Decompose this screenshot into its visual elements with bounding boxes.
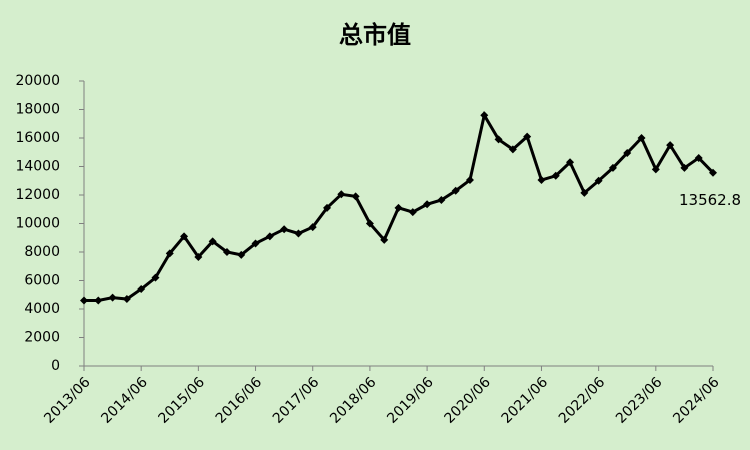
point [251,239,260,248]
point [465,176,474,185]
y-tick-label: 4000 [24,301,60,317]
point [394,203,403,212]
y-tick-label: 18000 [15,102,60,118]
point [694,153,703,162]
y-tick-label: 0 [51,358,60,374]
point [566,158,575,167]
point [623,148,632,157]
point [294,229,303,238]
point [137,285,146,294]
point [237,250,246,259]
point [451,186,460,195]
point [437,195,446,204]
point [94,296,103,305]
y-tick-label: 14000 [15,159,60,175]
point [308,223,317,232]
point [408,208,417,217]
point [180,232,189,241]
point [323,203,332,212]
point [508,145,517,154]
point [709,168,717,177]
point [680,163,689,172]
point [651,165,660,174]
point [480,111,489,120]
point [280,225,289,234]
point [594,176,603,185]
point [151,273,160,282]
point [194,252,203,261]
data-label: 13562.8 [679,191,741,209]
point [494,135,503,144]
y-tick-label: 2000 [24,330,60,346]
point [637,134,646,142]
point [551,171,560,180]
point [537,176,546,185]
point [165,249,174,258]
point [423,200,432,209]
point [122,295,131,304]
y-tick-label: 10000 [15,216,60,232]
y-tick-label: 6000 [24,273,60,289]
y-tick-label: 8000 [24,244,60,260]
point [380,235,389,244]
y-tick-label: 20000 [15,73,60,89]
point [523,132,532,141]
y-tick-label: 16000 [15,130,60,146]
point [208,237,217,246]
point [351,192,360,201]
point [80,296,88,305]
point [222,248,231,256]
point [108,293,117,302]
point [580,188,589,197]
point [337,190,346,199]
point [608,163,617,172]
y-tick-label: 12000 [15,187,60,203]
point [265,232,274,241]
point [365,219,374,228]
point [666,141,675,150]
chart-title: 总市值 [339,21,411,49]
